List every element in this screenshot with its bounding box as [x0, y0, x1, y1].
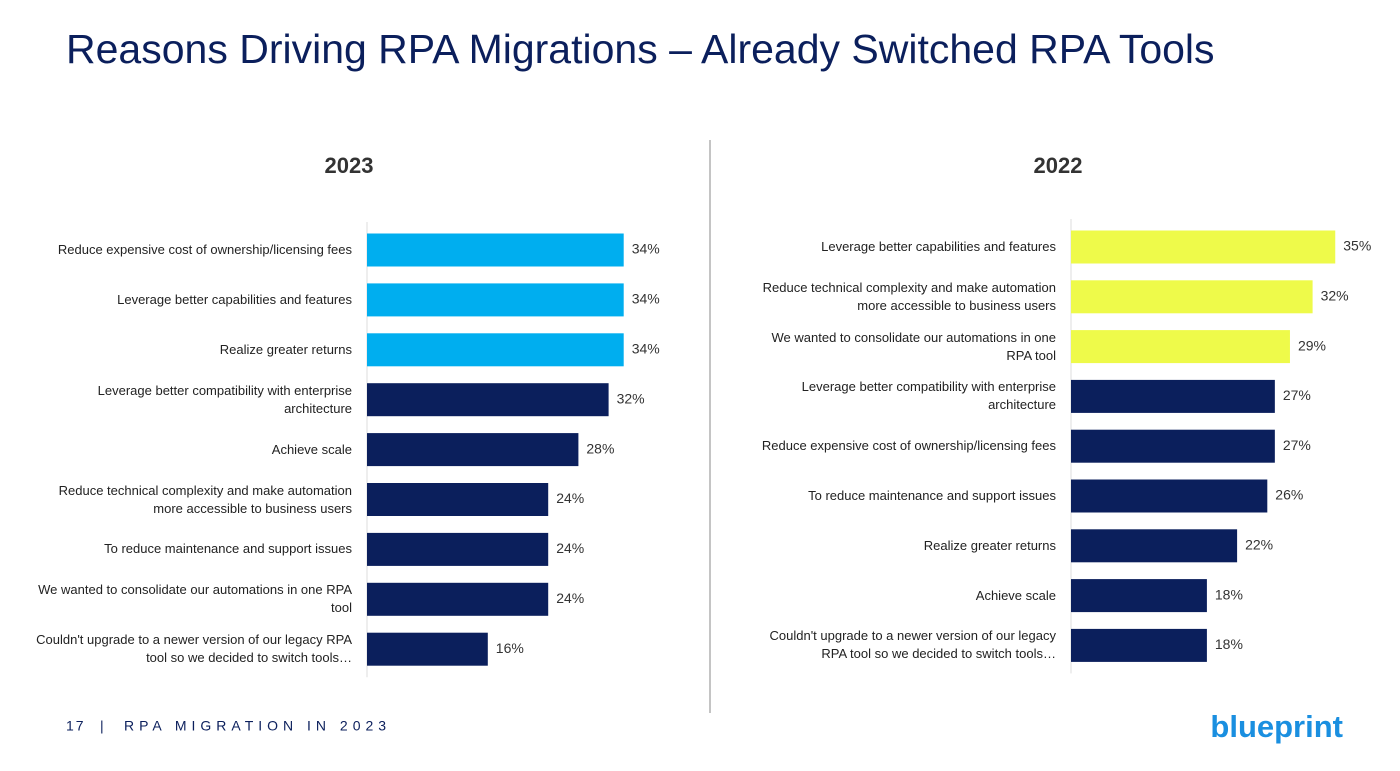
- category-label: Realize greater returns: [923, 537, 1056, 553]
- category-label: We wanted to consolidate our automations…: [771, 329, 1057, 363]
- bar: [1071, 429, 1275, 463]
- bar: [1071, 330, 1290, 364]
- value-label: 34%: [632, 341, 660, 357]
- category-label: Leverage better capabilities and feature…: [117, 291, 352, 307]
- value-label: 18%: [1215, 586, 1243, 602]
- category-label: Couldn't upgrade to a newer version of o…: [36, 632, 352, 666]
- category-label: We wanted to consolidate our automations…: [38, 582, 352, 616]
- bar: [367, 483, 549, 516]
- value-label: 34%: [632, 291, 660, 307]
- category-label: To reduce maintenance and support issues: [104, 541, 352, 557]
- category-label: Reduce expensive cost of ownership/licen…: [57, 242, 352, 257]
- bar: [1071, 280, 1313, 314]
- value-label: 27%: [1283, 437, 1311, 453]
- bar: [367, 383, 609, 417]
- logo: blueprint: [1210, 709, 1343, 744]
- value-label: 18%: [1215, 636, 1243, 652]
- value-label: 34%: [632, 241, 660, 257]
- category-label: To reduce maintenance and support issues: [808, 488, 1056, 503]
- value-label: 32%: [617, 390, 645, 406]
- category-label: Reduce technical complexity and make aut…: [762, 279, 1056, 313]
- bar: [367, 582, 549, 616]
- category-label: Leverage better compatibility with enter…: [801, 379, 1056, 413]
- bar: [367, 283, 624, 317]
- value-label: 27%: [1283, 387, 1311, 403]
- bar: [367, 433, 579, 467]
- category-label: Reduce technical complexity and make aut…: [58, 482, 352, 516]
- value-label: 24%: [556, 540, 584, 556]
- bar: [1071, 529, 1238, 563]
- bar: [1071, 628, 1207, 662]
- category-label: Reduce expensive cost of ownership/licen…: [761, 438, 1056, 454]
- value-label: 35%: [1343, 238, 1371, 254]
- page-title: Reasons Driving RPA Migrations – Already…: [66, 26, 1215, 72]
- value-label: 32%: [1321, 288, 1349, 304]
- bar: [1071, 230, 1336, 264]
- value-label: 24%: [556, 590, 584, 606]
- value-label: 29%: [1298, 337, 1326, 353]
- category-label: Achieve scale: [271, 441, 352, 457]
- bar: [367, 233, 624, 267]
- page-number: 17: [66, 718, 86, 734]
- value-label: 26%: [1275, 487, 1303, 503]
- bar: [1071, 379, 1275, 413]
- footer-text: RPA MIGRATION IN 2023: [124, 718, 391, 734]
- category-label: Leverage better compatibility with enter…: [97, 382, 352, 416]
- chart-title: 2022: [1034, 153, 1083, 178]
- category-label: Realize greater returns: [219, 341, 352, 357]
- bar: [367, 632, 488, 666]
- bar: [1071, 479, 1268, 513]
- value-label: 24%: [556, 490, 584, 506]
- value-label: 22%: [1245, 537, 1273, 553]
- chart-title: 2023: [325, 153, 374, 178]
- bar: [1071, 579, 1207, 613]
- category-label: Achieve scale: [975, 587, 1056, 603]
- value-label: 28%: [586, 440, 614, 456]
- category-label: Couldn't upgrade to a newer version of o…: [769, 628, 1057, 662]
- value-label: 16%: [496, 640, 524, 656]
- bar: [367, 532, 549, 566]
- category-label: Leverage better capabilities and feature…: [821, 239, 1056, 254]
- footer-separator: |: [100, 718, 104, 734]
- bar: [367, 333, 624, 367]
